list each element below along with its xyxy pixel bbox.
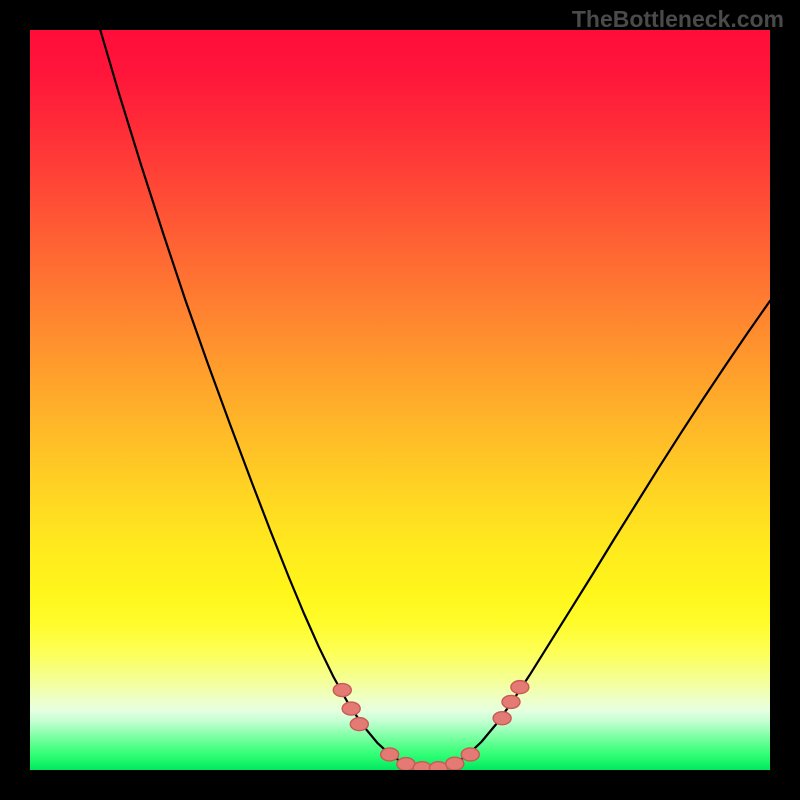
data-marker: [446, 757, 464, 770]
data-marker: [342, 702, 360, 715]
data-marker: [511, 681, 529, 694]
plot-background: [30, 30, 770, 770]
data-marker: [502, 695, 520, 708]
data-marker: [381, 748, 399, 761]
bottleneck-chart: TheBottleneck.com: [0, 0, 800, 800]
data-marker: [397, 758, 415, 771]
data-marker: [493, 712, 511, 725]
watermark-text: TheBottleneck.com: [572, 6, 784, 33]
data-marker: [350, 718, 368, 731]
data-marker: [461, 748, 479, 761]
chart-svg: [0, 0, 800, 800]
data-marker: [333, 684, 351, 697]
